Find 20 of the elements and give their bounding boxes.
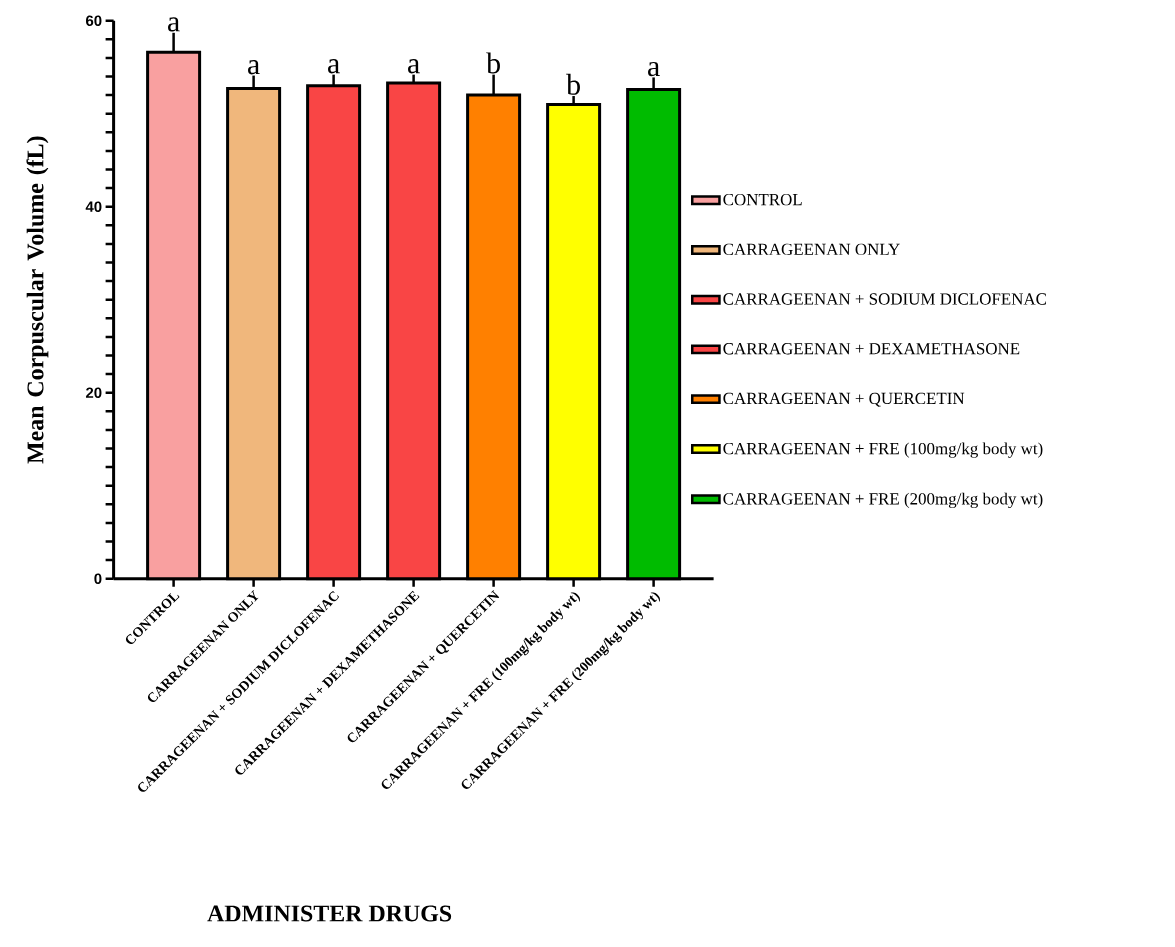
legend-label: CARRAGEENAN + QUERCETIN [723, 392, 965, 407]
legend-label: CARRAGEENAN ONLY [723, 243, 900, 256]
x-axis-title: ADMINISTER DRUGS [207, 905, 452, 922]
legend-label: CARRAGEENAN + SODIUM DICLOFENAC [723, 293, 1047, 305]
annotation: b [486, 52, 500, 74]
annotation: a [328, 59, 340, 74]
annotation: a [408, 59, 420, 74]
annotation: a [248, 60, 260, 75]
y-tick-label: 20 [85, 387, 102, 398]
annotation: a [648, 61, 660, 77]
annotation: b [566, 73, 580, 95]
y-axis-title: Mean Corpuscular Volume (fL) [26, 136, 49, 464]
y-tick-label: 0 [94, 573, 102, 584]
y-tick-label: 40 [85, 201, 102, 212]
legend-label: CARRAGEENAN + DEXAMETHASONE [723, 343, 1020, 355]
legend-label: CARRAGEENAN + FRE (100mg/kg body wt) [723, 442, 1043, 458]
annotation: a [168, 17, 180, 32]
legend-label: CARRAGEENAN + FRE (200mg/kg body wt) [723, 492, 1043, 509]
legend-label: CONTROL [723, 193, 802, 206]
y-tick-label: 60 [86, 15, 102, 26]
